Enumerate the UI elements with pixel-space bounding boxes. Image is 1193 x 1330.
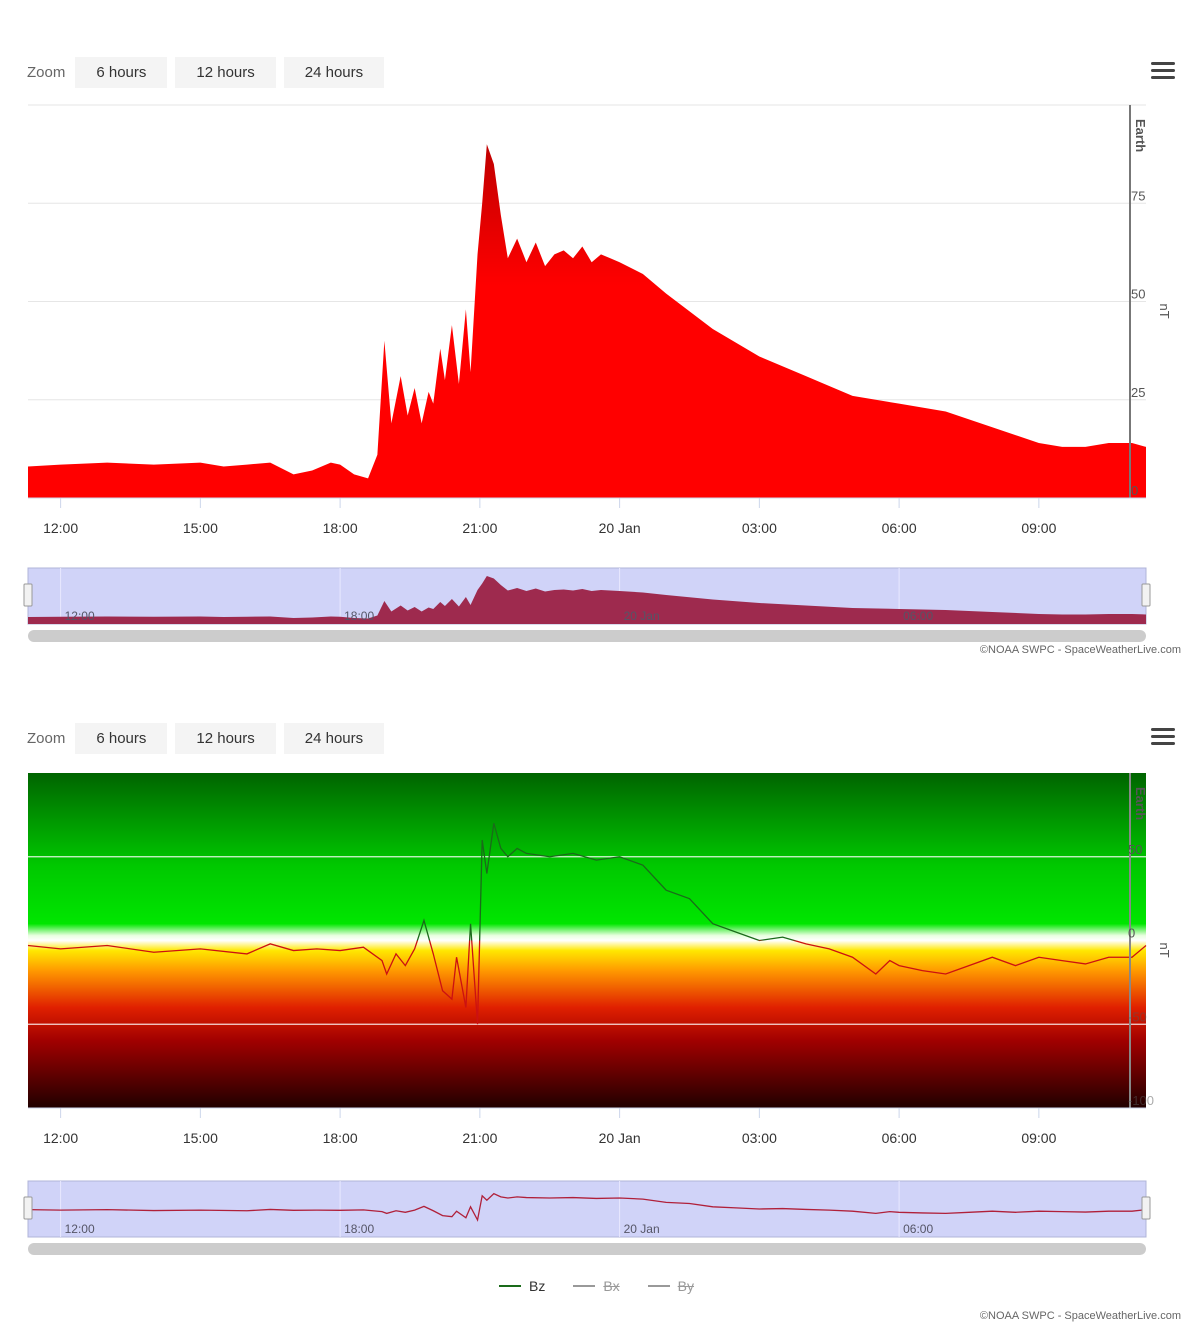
legend-label: Bx [603, 1278, 620, 1294]
x-tick-label: 06:00 [882, 520, 917, 536]
zoom-6h-button[interactable]: 6 hours [75, 722, 168, 754]
bt-area-series [28, 144, 1146, 499]
bz-line-negative [27, 940, 1147, 1025]
navigator-series [28, 576, 1146, 624]
zoom-bar-1: Zoom 6 hours 12 hours 24 hours [27, 56, 392, 88]
zoom-12h-button[interactable]: 12 hours [175, 56, 276, 88]
chart-menu-button[interactable] [1148, 724, 1178, 750]
x-tick-label: 06:00 [882, 1130, 917, 1146]
navigator-tick-label: 18:00 [344, 609, 374, 623]
navigator-handle[interactable] [1141, 1196, 1151, 1220]
zoom-bar-2: Zoom 6 hours 12 hours 24 hours [27, 722, 392, 754]
y-tick-label: 50 [1131, 287, 1145, 302]
y-tick-label: 0 [1131, 483, 1138, 498]
zoom-24h-button[interactable]: 24 hours [283, 722, 385, 754]
zoom-6h-button[interactable]: 6 hours [75, 56, 168, 88]
legend-label: By [677, 1278, 695, 1294]
chart-menu-button[interactable] [1148, 58, 1178, 84]
bz-chart: Earth -100 -50 0 50 nT 12:00 15:00 18:00 21:00 20 … [23, 773, 1172, 1255]
x-tick-label: 20 Jan [599, 1130, 641, 1146]
y-tick-label: -100 [1128, 1093, 1154, 1108]
x-tick-label: 12:00 [43, 1130, 78, 1146]
y-tick-label: -50 [1128, 1009, 1147, 1024]
navigator-tick-label: 12:00 [65, 609, 95, 623]
y-tick-label: 0 [1128, 926, 1135, 941]
x-tick-label: 15:00 [183, 520, 218, 536]
navigator-tick-label: 12:00 [65, 1222, 95, 1236]
x-tick-label: 20 Jan [599, 520, 641, 536]
navigator-scrollbar[interactable] [28, 1243, 1146, 1255]
y-tick-label: 75 [1131, 188, 1145, 203]
legend: Bz Bx By [0, 1278, 1193, 1294]
bz-line-positive [416, 823, 797, 941]
credit-text: ©NOAA SWPC - SpaceWeatherLive.com [979, 644, 1181, 656]
legend-label: Bz [528, 1278, 546, 1294]
navigator-handle[interactable] [23, 583, 33, 607]
legend-item-by[interactable]: By [647, 1278, 695, 1294]
navigator-tick-label: 06:00 [903, 1222, 933, 1236]
legend-line-icon [498, 1285, 521, 1287]
x-tick-label: 18:00 [323, 520, 358, 536]
bt-chart: Earth 0 25 50 75 nT 12:00 15:00 18:00 21:00 20 Jan… [23, 104, 1172, 642]
x-tick-label: 03:00 [742, 520, 777, 536]
zoom-12h-button[interactable]: 12 hours [175, 722, 276, 754]
earth-label: Earth [1133, 787, 1148, 820]
zoom-24h-button[interactable]: 24 hours [283, 56, 385, 88]
bz-background [28, 773, 1146, 1108]
navigator-handle[interactable] [23, 1196, 33, 1220]
legend-line-icon [573, 1285, 596, 1287]
x-tick-label: 18:00 [323, 1130, 358, 1146]
y-tick-label: 25 [1131, 385, 1145, 400]
zoom-label: Zoom [27, 729, 66, 747]
x-tick-label: 03:00 [742, 1130, 777, 1146]
navigator-handle[interactable] [1141, 583, 1151, 607]
navigator-tick-label: 06:00 [903, 609, 933, 623]
y-tick-label: 50 [1128, 842, 1142, 857]
navigator-series [27, 1192, 1147, 1222]
y-axis-title: nT [1157, 943, 1172, 958]
zoom-label: Zoom [27, 63, 66, 81]
navigator-tick-label: 20 Jan [624, 609, 660, 623]
navigator-window [27, 1180, 1147, 1238]
x-tick-label: 12:00 [43, 520, 78, 536]
x-tick-label: 09:00 [1021, 520, 1056, 536]
x-tick-label: 09:00 [1021, 1130, 1056, 1146]
credit-text: ©NOAA SWPC - SpaceWeatherLive.com [979, 1310, 1181, 1322]
x-tick-label: 15:00 [183, 1130, 218, 1146]
navigator-tick-label: 20 Jan [624, 1222, 660, 1236]
y-axis-title: nT [1157, 304, 1172, 319]
legend-item-bz[interactable]: Bz [498, 1278, 546, 1294]
earth-label: Earth [1133, 119, 1148, 152]
navigator-tick-label: 18:00 [344, 1222, 374, 1236]
x-tick-label: 21:00 [462, 1130, 497, 1146]
navigator-scrollbar[interactable] [28, 630, 1146, 642]
legend-item-bx[interactable]: Bx [573, 1278, 620, 1294]
legend-line-icon [647, 1285, 670, 1287]
x-tick-label: 21:00 [462, 520, 497, 536]
